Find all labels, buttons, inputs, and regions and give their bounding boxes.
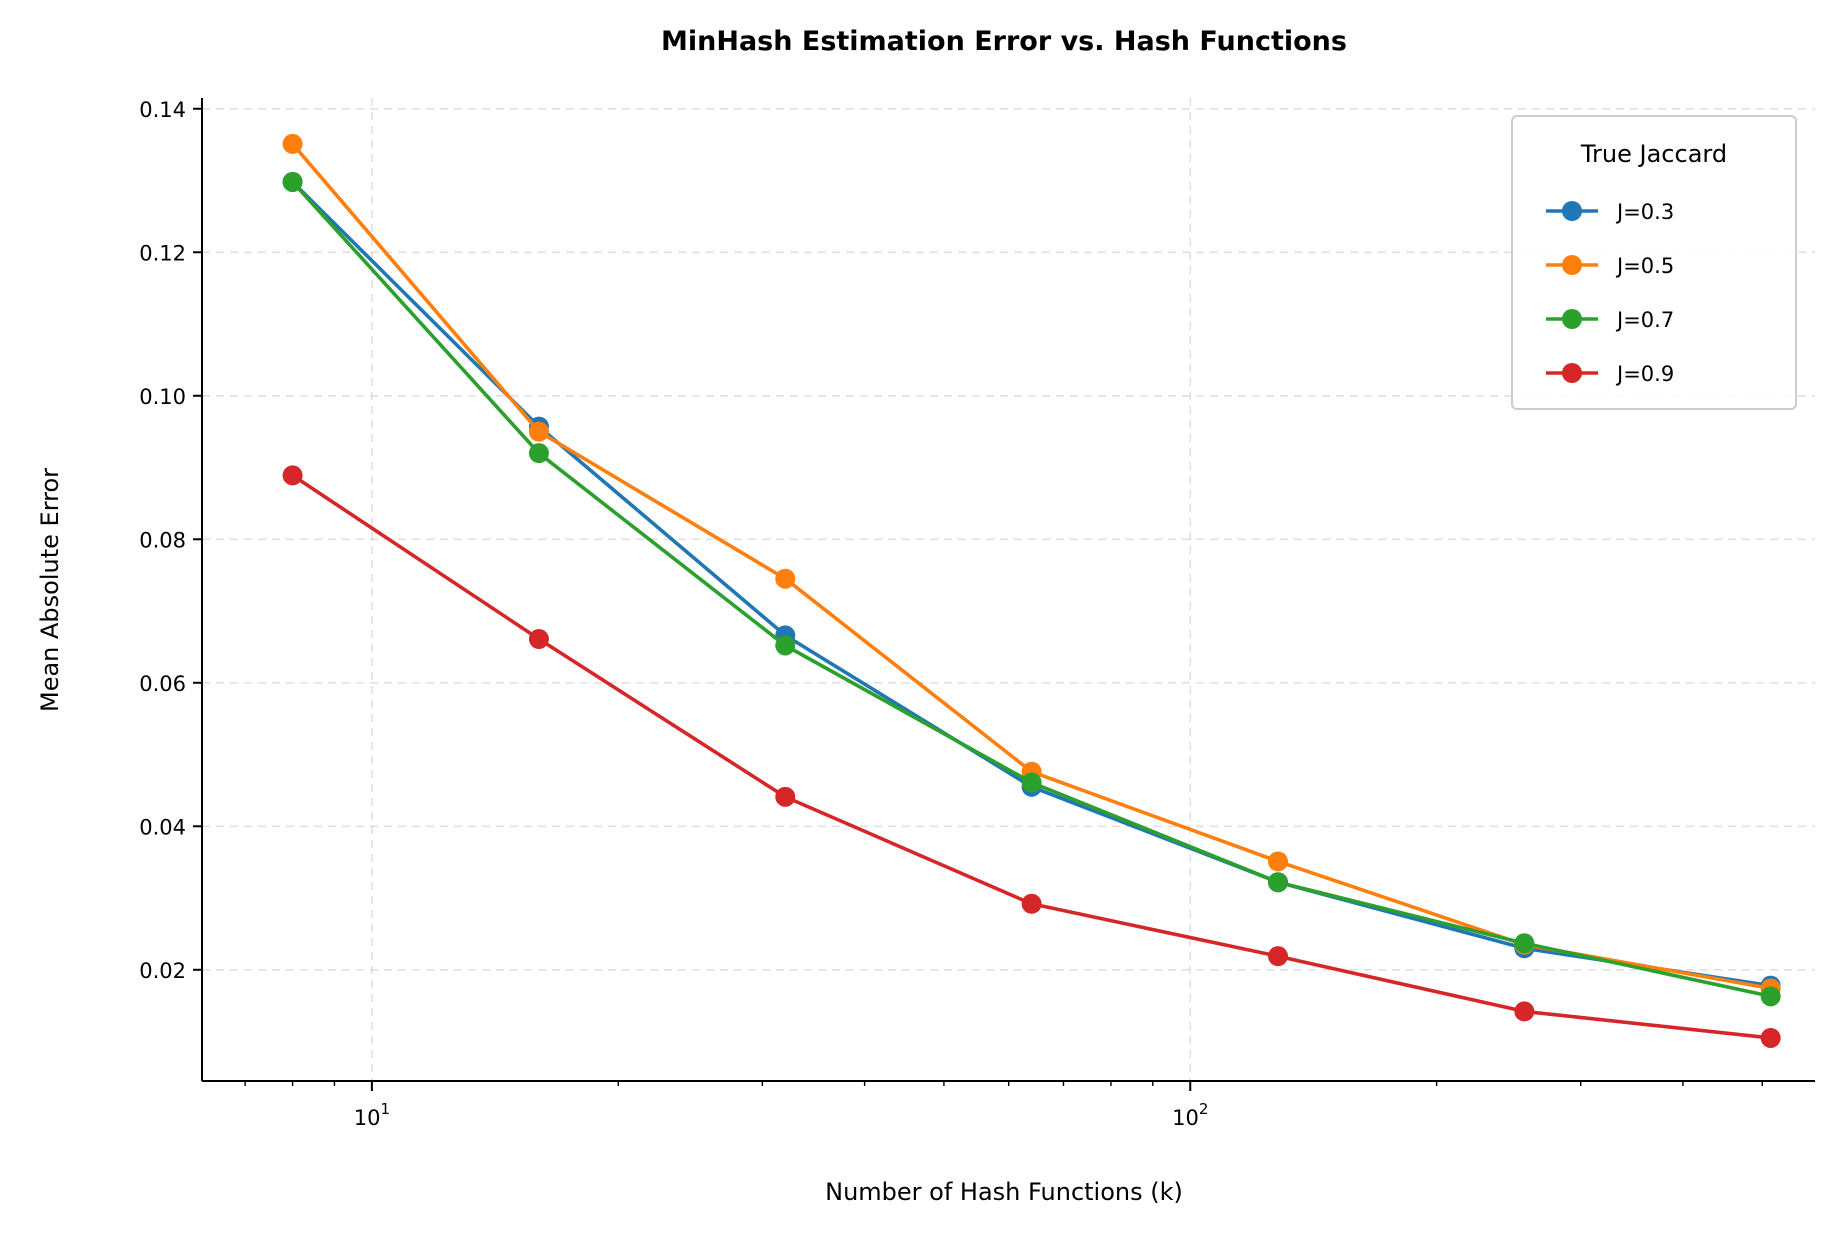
y-tick-label: 0.14: [139, 98, 186, 122]
data-point: [775, 635, 796, 656]
data-point: [1021, 772, 1042, 793]
legend-label: J=0.3: [1615, 200, 1674, 224]
data-point: [1021, 893, 1042, 914]
series-layer: [282, 133, 1781, 1048]
x-tick-label: 101: [354, 1100, 390, 1130]
data-point: [282, 171, 303, 192]
data-point: [282, 133, 303, 154]
data-point: [528, 443, 549, 464]
legend-label: J=0.7: [1615, 308, 1674, 332]
y-tick-label: 0.12: [139, 241, 186, 265]
data-point: [282, 465, 303, 486]
legend-box: [1511, 115, 1797, 410]
x-tick-exponent: 1: [380, 1100, 390, 1118]
y-tick-label: 0.10: [139, 385, 186, 409]
y-tick-label: 0.04: [139, 815, 186, 839]
chart-title: MinHash Estimation Error vs. Hash Functi…: [661, 26, 1347, 57]
data-point: [528, 629, 549, 650]
data-point: [528, 421, 549, 442]
legend-marker: [1562, 255, 1582, 275]
data-point: [1267, 872, 1288, 893]
data-point: [775, 568, 796, 589]
legend-item: J=0.3: [1546, 200, 1674, 224]
legend-item: J=0.7: [1546, 308, 1674, 332]
series-J=0.9: [282, 465, 1781, 1048]
legend-item: J=0.9: [1546, 362, 1674, 386]
legend-label: J=0.5: [1615, 254, 1674, 278]
legend-label: J=0.9: [1615, 362, 1674, 386]
y-tick-label: 0.02: [139, 959, 186, 983]
data-point: [775, 786, 796, 807]
data-point: [1267, 851, 1288, 872]
x-tick-label: 102: [1172, 1100, 1208, 1130]
data-point: [1760, 1027, 1781, 1048]
y-axis-label: Mean Absolute Error: [36, 468, 64, 712]
data-point: [1514, 933, 1535, 954]
y-tick-label: 0.06: [139, 672, 186, 696]
legend-item: J=0.5: [1546, 254, 1674, 278]
legend-title: True Jaccard: [1580, 140, 1727, 168]
x-tick-base: 10: [354, 1106, 381, 1130]
legend-marker: [1562, 201, 1582, 221]
series-J=0.7: [282, 171, 1781, 1007]
data-point: [1514, 1001, 1535, 1022]
legend-marker: [1562, 309, 1582, 329]
legend: True Jaccard J=0.3 J=0.5 J=0.7 J=0.9: [1511, 115, 1797, 410]
legend-marker: [1562, 363, 1582, 383]
y-tick-label: 0.08: [139, 528, 186, 552]
x-axis-label: Number of Hash Functions (k): [825, 1178, 1183, 1206]
data-point: [1267, 946, 1288, 967]
x-tick-exponent: 2: [1199, 1100, 1209, 1118]
data-point: [1760, 986, 1781, 1007]
x-tick-base: 10: [1172, 1106, 1199, 1130]
